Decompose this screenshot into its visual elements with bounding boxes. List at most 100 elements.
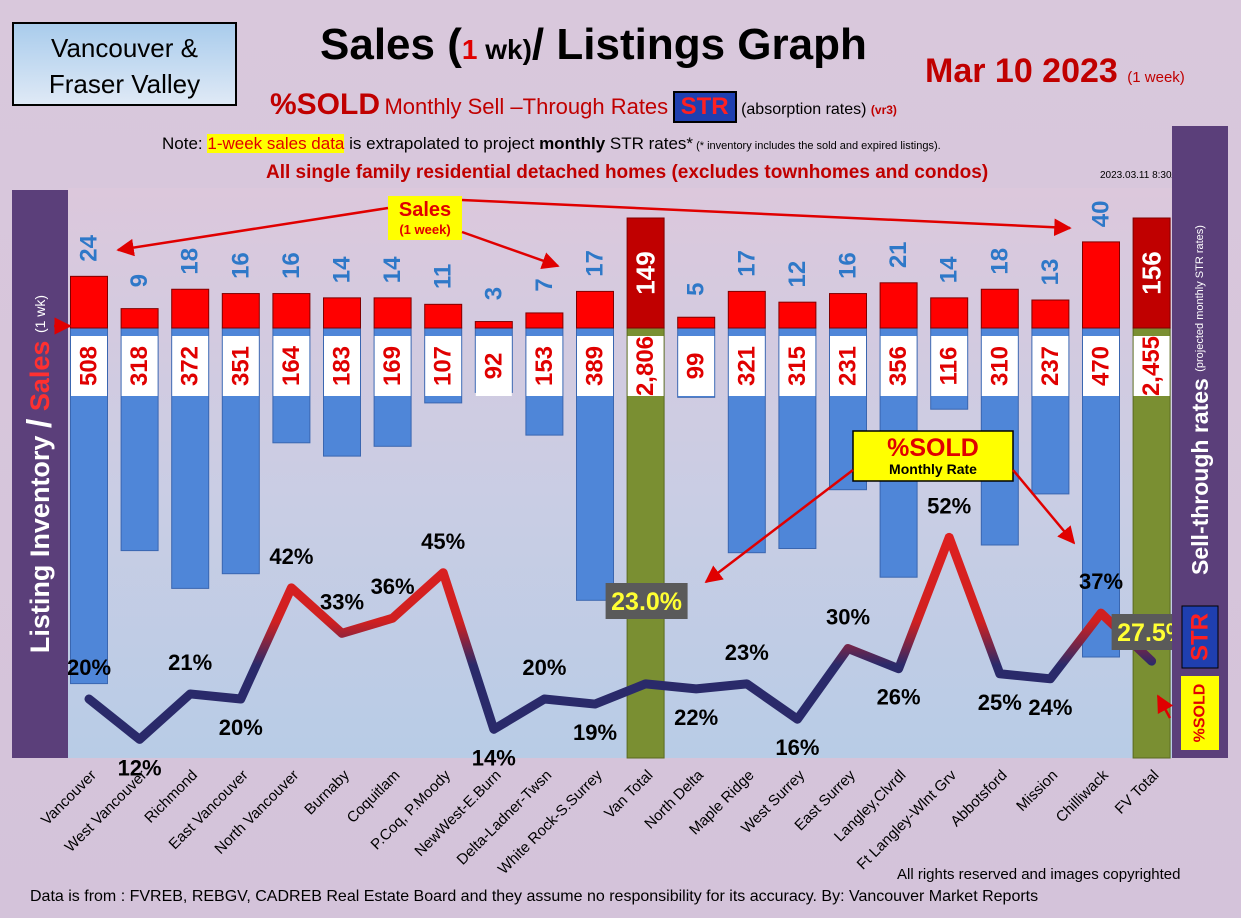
str-value-label: 22% [674, 705, 718, 730]
inventory-label-box [981, 336, 1018, 396]
inventory-value-label: 183 [329, 346, 356, 386]
inventory-value-label: 99 [683, 353, 710, 380]
inventory-value-label: 116 [936, 347, 963, 386]
sales-bar [171, 288, 210, 329]
inventory-label-box [71, 336, 107, 396]
inventory-label-box [1032, 336, 1069, 396]
sales-bar [778, 301, 817, 329]
left-axis-title: Listing Inventory / Sales (1 wk) [21, 295, 59, 653]
region-line2: Fraser Valley [48, 69, 201, 99]
right-str-badge [1181, 605, 1219, 669]
str-value-label: 20% [522, 655, 566, 680]
str-value-label: 26% [877, 685, 921, 710]
inventory-label-box [222, 336, 259, 396]
inventory-value-label: 164 [278, 345, 305, 386]
pct-callout-box [852, 430, 1014, 482]
sales-bar [474, 321, 513, 329]
inventory-value-label: 508 [76, 346, 103, 386]
str-value-label: 20% [67, 655, 111, 680]
inventory-label-box [172, 336, 209, 396]
sales-bar [727, 290, 766, 329]
left-axis-slash: / [21, 418, 59, 428]
right-str-label: STR [1187, 613, 1214, 661]
sales-bar [677, 316, 716, 329]
inventory-label-box [1083, 336, 1119, 396]
sales-bar [980, 288, 1019, 329]
str-value-label: 36% [371, 574, 415, 599]
sales-value-label: 14 [379, 256, 406, 283]
right-axis-part-a: Sell-through rates [1187, 372, 1213, 575]
str-value-label: 30% [826, 605, 870, 630]
inventory-label-box [577, 336, 613, 396]
inventory-label-box [678, 336, 715, 396]
inventory-label-box [324, 336, 360, 396]
sales-callout-title: Sales [399, 199, 451, 221]
sales-bar [424, 303, 463, 329]
sales-bar [1031, 299, 1070, 329]
subtitle-pct: %SOLD [270, 88, 381, 121]
sales-value-label: 14 [329, 256, 356, 283]
inventory-label-box [627, 336, 664, 396]
inventory-value-label: 153 [531, 346, 558, 386]
sales-value-label: 21 [885, 241, 912, 268]
inventory-label-box [425, 336, 462, 396]
inventory-label-box [830, 336, 866, 396]
date-value: Mar 10 2023 [925, 52, 1118, 90]
inventory-value-label: 2,455 [1138, 336, 1165, 396]
subtitle-abs: (absorption rates) [741, 101, 867, 118]
category-tick-label: FV Total [1112, 767, 1163, 818]
str-value-label: 23% [725, 640, 769, 665]
title-part-d: / Listings Graph [531, 20, 867, 69]
sales-value-label: 17 [733, 250, 760, 277]
str-line [84, 532, 1157, 744]
region-box: Vancouver & Fraser Valley [12, 22, 237, 106]
right-axis-title: Sell-through rates (projected monthly ST… [1187, 225, 1213, 575]
sales-bar [70, 275, 108, 329]
inventory-value-label: 470 [1088, 346, 1115, 386]
sales-bar [373, 297, 412, 329]
sales-value-label: 11 [430, 264, 457, 289]
str-value-label: 21% [168, 650, 212, 675]
pct-arrow-right [1012, 469, 1076, 545]
total-str-box [605, 583, 688, 619]
note-small: (* inventory includes the sold and expir… [693, 140, 941, 152]
sales-bar [1132, 217, 1171, 329]
str-value-label: 19% [573, 720, 617, 745]
note-b: is extrapolated to project [344, 134, 540, 153]
subtitle: %SOLD Monthly Sell –Through Rates STR (a… [270, 88, 897, 123]
sales-arrow-right [461, 198, 1072, 237]
title-part-c: wk) [477, 34, 532, 65]
inventory-value-label: 237 [1037, 346, 1064, 386]
sales-value-label: 16 [227, 252, 254, 279]
inventory-value-label: 356 [885, 346, 912, 386]
inventory-label-box [273, 336, 310, 396]
str-badge: STR [672, 91, 737, 123]
inventory-label-box [779, 336, 816, 396]
title-part-a: Sales ( [320, 20, 462, 69]
footer-source: Data is from : FVREB, REBGV, CADREB Real… [30, 888, 1039, 905]
str-value-label: 42% [269, 544, 313, 569]
str-value-label: 12% [118, 755, 162, 780]
inventory-label-box [931, 336, 968, 396]
str-value-label: 14% [472, 745, 516, 770]
pct-callout-title: %SOLD [887, 434, 979, 462]
inventory-label-box [526, 336, 563, 396]
sales-bar [272, 293, 311, 329]
sales-value-label: 5 [683, 283, 710, 296]
inventory-label-box [475, 336, 512, 396]
chart-title: Sales (1 wk)/ Listings Graph [320, 20, 867, 70]
sales-bar [576, 290, 614, 329]
left-axis-part-b: Sales [25, 333, 55, 419]
inventory-value-label: 169 [379, 346, 406, 386]
title-part-b: 1 [461, 34, 478, 65]
pctsold-arrow [1156, 694, 1174, 719]
inventory-value-label: 231 [835, 346, 862, 386]
category-tick-label: Burnaby [301, 766, 353, 818]
sales-bar [323, 297, 361, 329]
inventory-value-label: 318 [126, 346, 153, 386]
inventory-value-label: 2,806 [632, 336, 659, 396]
sales-value-label: 40 [1088, 201, 1115, 228]
sales-value-label: 9 [126, 274, 153, 287]
pct-callout-sub: Monthly Rate [889, 461, 977, 477]
